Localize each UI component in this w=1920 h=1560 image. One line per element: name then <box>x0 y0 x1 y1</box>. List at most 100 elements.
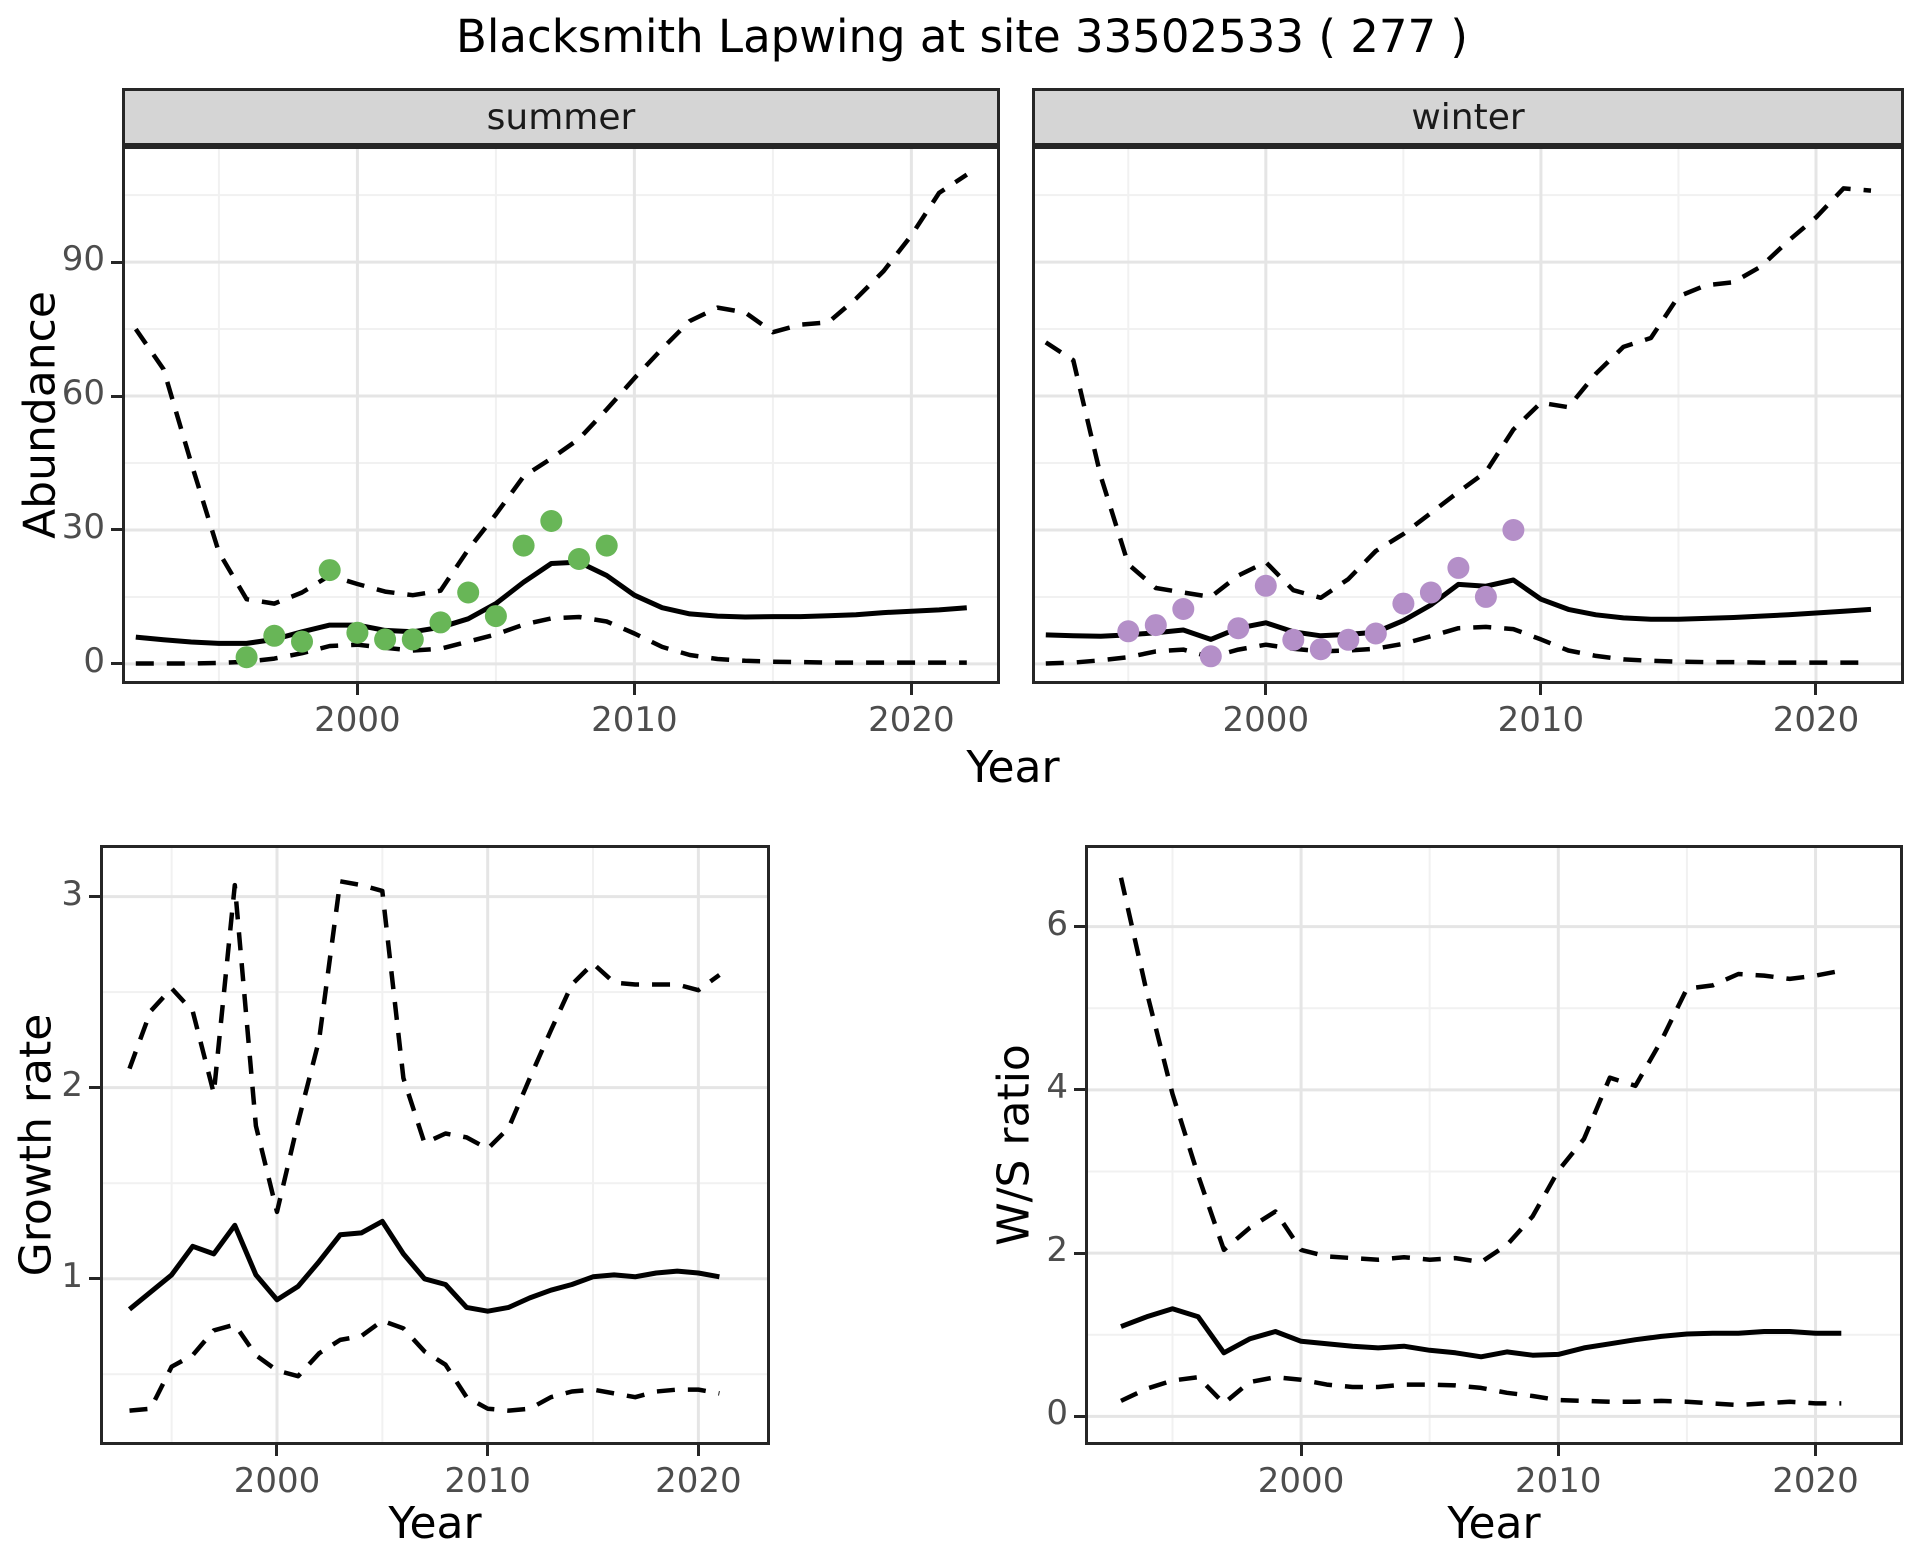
growth-x-tick-label: 2020 <box>655 1461 742 1501</box>
winter-observation-point <box>1227 617 1250 640</box>
winter-fit-line <box>1045 577 1872 642</box>
summer-x-tick-mark <box>909 684 913 695</box>
summer-x-tick-label: 2010 <box>591 700 678 740</box>
abundance-y-axis-title: Abundance <box>14 291 66 539</box>
winter-observation-point <box>1392 592 1415 615</box>
summer-observation-point <box>374 628 397 651</box>
growth-y-tick-mark <box>89 1277 100 1281</box>
ws-canvas <box>1085 845 1903 1445</box>
summer-y-tick-label: 90 <box>61 239 105 280</box>
winter-observation-point <box>1309 638 1332 661</box>
summer-canvas <box>122 146 1000 684</box>
ws-x-tick-mark <box>1556 1445 1560 1456</box>
facet-strip-winter-label: winter <box>1411 96 1525 138</box>
summer-fit-line <box>135 559 967 646</box>
ws-y-tick-mark <box>1074 925 1085 929</box>
growth-x-tick-mark <box>275 1445 279 1456</box>
growth-rate-x-axis-title: Year <box>388 1498 482 1549</box>
ws-y-tick-label: 0 <box>1046 1393 1068 1434</box>
ws-x-tick-label: 2000 <box>1257 1461 1345 1501</box>
winter-x-tick-label: 2010 <box>1497 700 1585 740</box>
winter-x-tick-label: 2020 <box>1772 700 1860 740</box>
summer-x-tick-label: 2000 <box>314 700 401 740</box>
summer-observation-point <box>457 581 480 604</box>
winter-observation-point <box>1337 628 1360 651</box>
winter-observation-point <box>1144 614 1167 637</box>
winter-x-tick-mark <box>1539 684 1543 695</box>
summer-panel-border <box>122 146 1000 684</box>
winter-x-tick-mark <box>1814 684 1818 695</box>
summer-x-tick-label: 2020 <box>868 700 955 740</box>
winter-observation-point <box>1419 581 1442 604</box>
summer-x-tick-mark <box>355 684 359 695</box>
growth-x-tick-mark <box>696 1445 700 1456</box>
summer-observation-point <box>568 548 590 570</box>
ws-y-tick-mark <box>1074 1251 1085 1255</box>
summer-x-tick-mark <box>632 684 636 695</box>
ws-x-tick-label: 2020 <box>1772 1461 1859 1501</box>
abundance-summer-panel <box>122 146 1000 684</box>
winter-observation-point <box>1447 556 1470 579</box>
chart-title: Blacksmith Lapwing at site 33502533 ( 27… <box>456 10 1468 63</box>
winter-observation-point <box>1474 585 1497 608</box>
growth-x-tick-label: 2010 <box>444 1461 531 1501</box>
summer-observation-point <box>235 646 258 669</box>
winter-canvas <box>1032 146 1904 684</box>
growth-y-tick-label: 2 <box>61 1064 83 1105</box>
summer-observation-point <box>595 534 618 557</box>
growth-ci-upper-line <box>127 879 721 1215</box>
growth-x-tick-label: 2000 <box>233 1461 321 1501</box>
abundance-winter-panel <box>1032 146 1904 684</box>
growth-canvas <box>100 845 770 1445</box>
facet-strip-summer: summer <box>122 88 1000 146</box>
ws-ratio-panel <box>1085 845 1903 1445</box>
ws-y-tick-mark <box>1074 1414 1085 1418</box>
growth-y-tick-label: 3 <box>61 873 83 914</box>
winter-observation-point <box>1282 628 1305 651</box>
winter-x-tick-mark <box>1264 684 1268 695</box>
summer-y-tick-label: 0 <box>83 640 105 681</box>
winter-observation-point <box>1172 598 1195 620</box>
growth-y-tick-mark <box>89 1086 100 1090</box>
growth-x-tick-mark <box>486 1445 490 1456</box>
ws-y-tick-label: 2 <box>1046 1230 1068 1271</box>
summer-y-tick-label: 30 <box>61 506 105 547</box>
ws-y-tick-label: 6 <box>1046 903 1068 944</box>
growth-fit-line <box>127 1218 720 1314</box>
ws-y-tick-label: 4 <box>1046 1066 1068 1107</box>
ws-x-tick-label: 2010 <box>1515 1461 1602 1501</box>
facet-strip-summer-label: summer <box>486 96 636 138</box>
abundance-x-axis-title: Year <box>966 742 1060 793</box>
growth-y-tick-mark <box>89 895 100 899</box>
ws-x-tick-mark <box>1299 1445 1303 1456</box>
growth-y-tick-label: 1 <box>61 1255 83 1296</box>
winter-observation-point <box>1199 645 1222 668</box>
summer-ci-lower-line <box>135 614 967 666</box>
summer-observation-point <box>540 510 563 532</box>
summer-y-tick-mark <box>111 528 122 532</box>
growth-rate-y-axis-title: Growth rate <box>10 1013 62 1277</box>
summer-observation-point <box>484 605 507 628</box>
winter-panel-border <box>1032 146 1904 684</box>
growth-ci-lower-line <box>129 1318 720 1413</box>
summer-y-tick-mark <box>111 394 122 398</box>
ws-y-tick-mark <box>1074 1088 1085 1092</box>
summer-observation-point <box>401 628 424 651</box>
summer-observation-point <box>512 534 535 557</box>
winter-ci-lower-line <box>1045 624 1871 666</box>
winter-ci-upper-line <box>1044 186 1872 601</box>
summer-observation-point <box>429 611 452 634</box>
ws-ratio-x-axis-title: Year <box>1447 1498 1541 1549</box>
ws-ci-lower-line <box>1120 1374 1842 1408</box>
facet-strip-winter: winter <box>1032 88 1904 146</box>
winter-observation-point <box>1117 620 1140 643</box>
summer-ci-upper-line <box>133 172 969 606</box>
winter-observation-point <box>1502 519 1525 541</box>
summer-observation-point <box>318 559 341 582</box>
summer-observation-point <box>346 621 369 644</box>
summer-y-tick-label: 60 <box>61 373 105 414</box>
winter-observation-point <box>1364 622 1387 645</box>
growth-rate-panel <box>100 845 770 1445</box>
ws-x-tick-mark <box>1814 1445 1818 1456</box>
